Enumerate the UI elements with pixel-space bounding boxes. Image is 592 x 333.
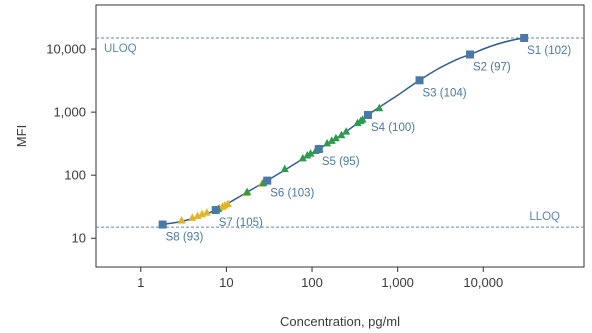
sample-point-green: [358, 115, 367, 123]
sample-point-green: [337, 130, 346, 139]
y-tick-label: 100: [64, 168, 86, 183]
plot-frame: [95, 4, 585, 268]
y-tick-label: 1,000: [53, 105, 86, 120]
sample-point-green: [342, 127, 351, 135]
x-tick-label: 10,000: [463, 275, 503, 290]
standard-point: [211, 206, 220, 215]
fit-curve: [162, 37, 525, 226]
standard-label: S7 (105): [219, 217, 263, 229]
standard-point: [520, 33, 529, 42]
reference-lines: ULOQ LLOQ: [96, 37, 584, 228]
sample-point-green: [280, 164, 289, 173]
standard-label: S1 (102): [527, 45, 571, 57]
x-tick-label: 10: [219, 275, 233, 290]
sample-point-green: [303, 151, 312, 159]
lloq-label: LLOQ: [529, 211, 560, 223]
sample-point-green: [375, 103, 384, 112]
sample-point-green: [306, 149, 315, 157]
sample-point-green: [298, 153, 307, 162]
standard-label: S5 (95): [322, 156, 360, 168]
sample-point-yellow: [188, 213, 197, 221]
standard-label: S2 (97): [473, 62, 511, 74]
sample-point-yellow: [202, 208, 211, 216]
standard-point: [415, 76, 424, 85]
sample-point-green: [243, 187, 252, 196]
y-tick-label: 10: [72, 231, 86, 246]
standard-points: S1 (102) S2 (97) S3 (104) S4 (100) S5 (95) S6…: [158, 33, 571, 244]
x-tick-label: 1,000: [381, 275, 414, 290]
sample-point-green: [353, 118, 362, 127]
x-axis: 1 10 100 1,000 10,000: [137, 267, 503, 290]
standard-point: [263, 176, 272, 185]
y-axis-title: MFI: [14, 125, 29, 147]
sample-point-green: [331, 133, 340, 142]
y-axis: 10 100 1,000 10,000: [46, 42, 96, 246]
standard-point: [158, 220, 167, 229]
x-tick-label: 100: [301, 275, 323, 290]
sample-point-green: [327, 136, 336, 144]
x-tick-label: 1: [137, 275, 144, 290]
standard-point: [314, 145, 323, 154]
sample-point-green: [323, 138, 332, 147]
standard-point: [466, 50, 475, 59]
standard-label: S3 (104): [423, 87, 467, 99]
sample-point-yellow: [223, 199, 232, 207]
sample-point-yellow: [177, 216, 186, 224]
standard-label: S4 (100): [371, 122, 415, 134]
uloq-label: ULOQ: [104, 43, 137, 55]
x-axis-title: Concentration, pg/ml: [280, 314, 400, 329]
standard-label: S8 (93): [166, 232, 204, 244]
y-tick-label: 10,000: [46, 42, 86, 57]
standard-label: S6 (103): [270, 188, 314, 200]
standard-point: [363, 111, 372, 120]
